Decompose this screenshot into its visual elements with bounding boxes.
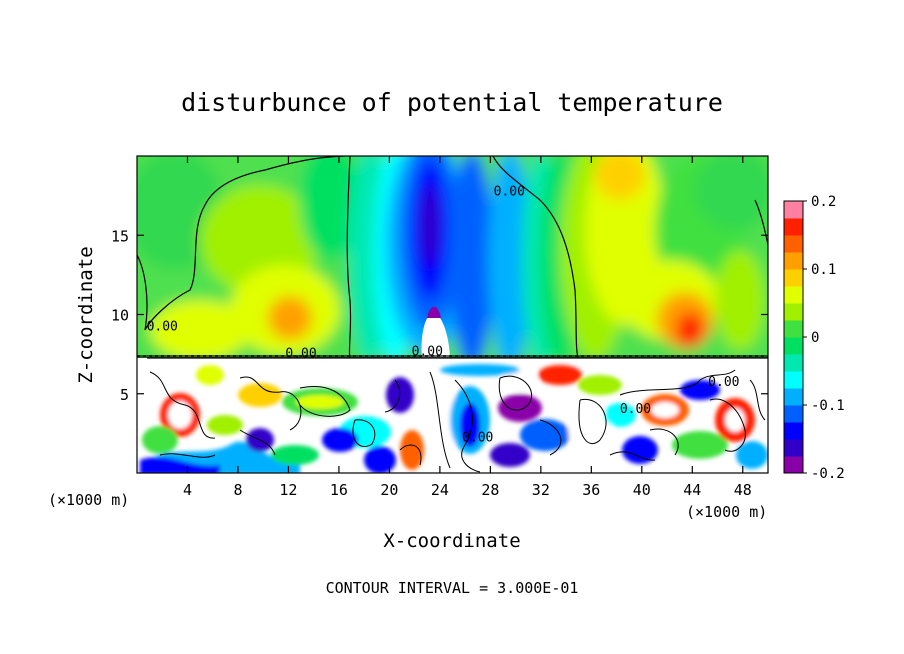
x-tick-label: 20 (380, 481, 398, 499)
contour-label: 0.00 (147, 319, 178, 334)
colorbar-swatch (784, 439, 803, 457)
colorbar-tick-label: -0.2 (811, 466, 845, 482)
colorbar-swatch (784, 201, 803, 219)
colorbar-swatch (784, 456, 803, 474)
colorbar: 0.2 0.1 0 -0.1 -0.2 (783, 194, 845, 482)
x-tick-label: 8 (233, 481, 242, 499)
y-tick-label: 5 (120, 386, 129, 404)
plot-area (137, 156, 768, 473)
x-tick-label: 40 (633, 481, 651, 499)
colorbar-tick-label: 0.1 (811, 262, 836, 278)
x-tick-label: 12 (279, 481, 297, 499)
contour-labels: 0.00 0.00 0.00 0.00 0.00 0.00 0.00 (147, 185, 740, 446)
x-tick-label: 44 (683, 481, 701, 499)
contour-interval-note: CONTOUR INTERVAL = 3.000E-01 (326, 579, 579, 597)
y-tick-label: 10 (111, 307, 129, 325)
y-axis-label: Z-coordinate (75, 246, 97, 383)
x-tick-label: 32 (532, 481, 550, 499)
colorbar-tick-label: -0.1 (811, 398, 845, 414)
colorbar-swatch (784, 405, 803, 423)
contour-label: 0.00 (462, 430, 493, 445)
x-tick-label: 28 (481, 481, 499, 499)
x-tick-label: 24 (431, 481, 449, 499)
y-axis: 5 10 15 (111, 227, 768, 404)
colorbar-swatch (784, 422, 803, 440)
y-tick-label: 15 (111, 227, 129, 245)
contour-label: 0.00 (285, 346, 316, 361)
colorbar-tick-label: 0 (811, 330, 819, 346)
colorbar-swatch (784, 235, 803, 253)
colorbar-swatch (784, 337, 803, 355)
colorbar-swatch (784, 252, 803, 270)
colorbar-swatch (784, 269, 803, 287)
contour-label: 0.00 (412, 345, 443, 360)
colorbar-tick-label: 0.2 (811, 194, 836, 210)
x-tick-label: 4 (183, 481, 192, 499)
colorbar-swatch (784, 371, 803, 389)
contour-label: 0.00 (494, 185, 525, 200)
x-axis: 4 8 12 16 20 24 28 32 36 40 44 48 (183, 156, 752, 499)
x-tick-label: 16 (330, 481, 348, 499)
colorbar-swatch (784, 218, 803, 236)
x-tick-label: 48 (734, 481, 752, 499)
colorbar-swatch (784, 354, 803, 372)
x-unit-right: (×1000 m) (686, 503, 767, 521)
colorbar-swatch (784, 320, 803, 338)
upper-field (137, 156, 768, 358)
x-tick-label: 36 (582, 481, 600, 499)
colorbar-swatch (784, 388, 803, 406)
x-unit-left: (×1000 m) (48, 491, 129, 509)
lower-field (137, 358, 768, 473)
contour-label: 0.00 (620, 402, 651, 417)
chart-title: disturbunce of potential temperature (181, 88, 723, 117)
colorbar-swatch (784, 286, 803, 304)
x-axis-label: X-coordinate (383, 530, 520, 552)
colorbar-swatch (784, 303, 803, 321)
contour-label: 0.00 (708, 375, 739, 390)
